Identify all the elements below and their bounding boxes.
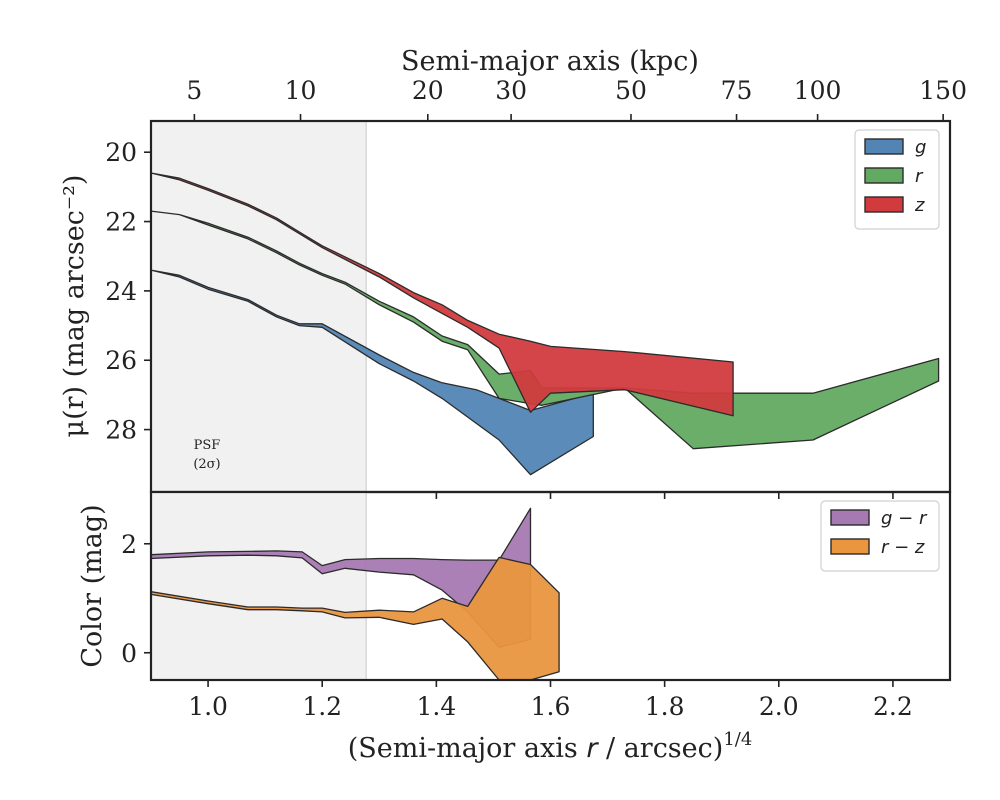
legend-label: z [914, 195, 925, 216]
legend-swatch [864, 196, 904, 213]
kpc-tick-label: 150 [919, 76, 967, 105]
kpc-axis-ticks: 5 10 20 30 50 75 100 150 [186, 76, 967, 121]
bottom-panel-y-axis-title: Color (mag) [77, 504, 108, 667]
x-tick-label: 1.0 [188, 692, 228, 721]
band-z [150, 172, 734, 417]
legend-swatch [864, 138, 904, 155]
x-tick-label: 1.2 [302, 692, 342, 721]
y-tick-label: 24 [105, 277, 137, 306]
kpc-tick-label: 30 [495, 76, 527, 105]
y-tick-label: 26 [105, 346, 137, 375]
bottom-axis-title-variable: r [586, 733, 599, 764]
x-tick-label: 1.8 [645, 692, 685, 721]
legend-swatch [864, 167, 904, 184]
surface-brightness-panel: 20 22 24 26 28 5 10 20 30 50 75 100 150 PSF (2σ) μ(… [59, 76, 967, 499]
top-axis-title: Semi-major axis (kpc) [401, 46, 699, 77]
psf-label-line1: PSF [194, 438, 221, 453]
legend-swatch [830, 509, 870, 526]
bottom-axis-title-power: 1/4 [723, 729, 752, 750]
band-r [150, 210, 940, 450]
legend-label: r − z [881, 537, 925, 558]
y-tick-label: 28 [105, 416, 137, 445]
bottom-axis-title-unit: / arcsec) [597, 733, 723, 764]
x-tick-label: 1.4 [416, 692, 456, 721]
legend-label: r [915, 166, 924, 187]
y-tick-label: 22 [105, 208, 137, 237]
kpc-tick-label: 20 [412, 76, 444, 105]
x-tick-label: 2.0 [759, 692, 799, 721]
y-tick-label: 0 [121, 639, 137, 668]
kpc-tick-label: 75 [721, 76, 753, 105]
color-bands [150, 507, 560, 681]
bottom-axis-title-main: (Semi-major axis [348, 733, 587, 764]
y-tick-label: 20 [105, 138, 137, 167]
kpc-tick-label: 5 [186, 76, 202, 105]
band-legend: grz [854, 129, 940, 230]
kpc-tick-label: 100 [794, 76, 842, 105]
kpc-tick-label: 50 [615, 76, 647, 105]
bottom-panel-frame [149, 490, 952, 682]
top-panel-y-ticks: 20 22 24 26 28 [105, 138, 151, 445]
surface-brightness-bands [150, 172, 940, 476]
color-panel: 1.0 1.2 1.4 1.6 1.8 2.0 2.2 02 Color (mag) g −… [77, 490, 952, 721]
legend-label: g [915, 137, 926, 158]
legend-swatch [830, 538, 870, 555]
bottom-axis-title: (Semi-major axis r / arcsec)1/4 [348, 729, 753, 764]
color-legend: g − r r − z [820, 500, 940, 572]
bottom-panel-y-ticks: 02 [121, 530, 151, 668]
x-tick-label: 2.2 [873, 692, 913, 721]
legend-label: g − r [881, 508, 928, 529]
psf-shaded-region-bottom [151, 492, 367, 680]
band-rz [150, 556, 560, 681]
bottom-panel-x-ticks: 1.0 1.2 1.4 1.6 1.8 2.0 2.2 [188, 680, 913, 721]
x-tick-label: 1.6 [531, 692, 571, 721]
psf-label-line2: (2σ) [193, 457, 220, 472]
top-panel-y-axis-title: μ(r) (mag arcsec⁻²) [59, 175, 90, 438]
y-tick-label: 2 [121, 530, 137, 559]
kpc-tick-label: 10 [285, 76, 317, 105]
